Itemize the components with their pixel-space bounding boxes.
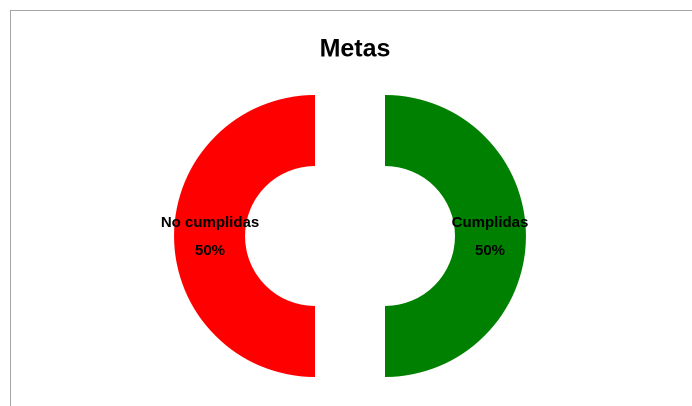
value-label: 50%	[475, 242, 505, 259]
chart-frame	[10, 10, 692, 406]
category-label: No cumplidas	[161, 214, 259, 231]
doughnut-slice	[174, 95, 315, 377]
doughnut-slice	[385, 95, 526, 377]
category-label: Cumplidas	[452, 214, 529, 231]
chart-title: Metas	[320, 35, 391, 63]
value-label: 50%	[195, 242, 225, 259]
